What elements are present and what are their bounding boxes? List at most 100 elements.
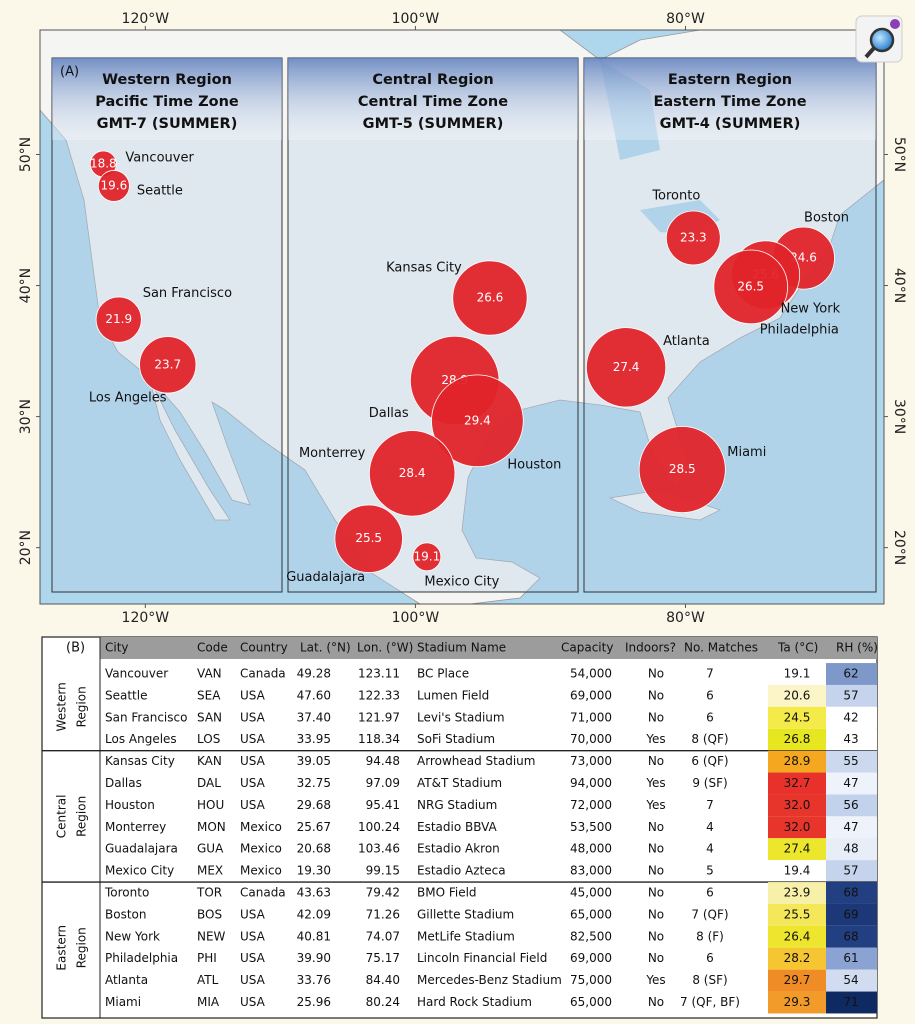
table-cell: Hard Rock Stadium	[417, 995, 532, 1009]
ta-cell	[768, 903, 826, 926]
table-cell: Guadalajara	[105, 842, 178, 856]
table-cell: 82,500	[570, 929, 612, 943]
rh-cell	[826, 663, 877, 685]
group-label: Region	[75, 796, 89, 837]
table-cell: 54	[843, 973, 858, 987]
bubble-value: 28.4	[399, 466, 426, 480]
table-cell: Lumen Field	[417, 688, 489, 702]
table-cell: USA	[240, 798, 266, 812]
region-title: Central Region	[372, 72, 493, 88]
rh-cell	[826, 750, 877, 773]
ta-cell	[768, 663, 826, 685]
table-cell: 61	[843, 951, 858, 965]
table-cell: 75,000	[570, 973, 612, 987]
table-cell: 49.28	[297, 667, 331, 681]
rh-cell	[826, 794, 877, 817]
table-cell: 7 (QF, BF)	[680, 995, 740, 1009]
city-bubble	[585, 327, 667, 408]
table-cell: PHI	[197, 951, 217, 965]
table-cell: Canada	[240, 886, 286, 900]
table-cell: No	[648, 995, 664, 1009]
table-cell: Yes	[645, 732, 665, 746]
table-cell: 47.60	[297, 688, 331, 702]
ta-cell	[768, 860, 826, 883]
city-label: Kansas City	[386, 260, 462, 275]
bubble-value: 26.5	[737, 279, 764, 293]
city-label: Atlanta	[663, 334, 710, 349]
table-cell: Estadio Azteca	[417, 864, 506, 878]
table-cell: 24.5	[784, 710, 811, 724]
table-cell: 27.4	[784, 842, 811, 856]
lat-tick-label: 50°N	[891, 137, 907, 172]
table-cell: 40.81	[297, 929, 331, 943]
table-cell: 47	[843, 820, 858, 834]
table-cell: TOR	[196, 886, 222, 900]
lon-tick-label: 120°W	[122, 11, 170, 27]
table-cell: 68	[843, 929, 858, 943]
ta-cell	[768, 969, 826, 992]
city-label: Los Angeles	[89, 390, 167, 405]
table-cell: 26.8	[784, 732, 811, 746]
table-cell: 8 (F)	[696, 929, 724, 943]
table-cell: 42	[843, 710, 858, 724]
table-cell: 123.11	[358, 667, 400, 681]
rh-cell	[826, 838, 877, 861]
table-cell: 73,000	[570, 754, 612, 768]
ta-cell	[768, 772, 826, 795]
group-label: Central	[55, 794, 69, 838]
table-cell: 65,000	[570, 907, 612, 921]
table-cell: Los Angeles	[105, 732, 177, 746]
table-cell: 71	[843, 995, 858, 1009]
region-title: Western Region	[102, 72, 232, 88]
bubble-value: 19.1	[414, 549, 441, 563]
city-label: Philadelphia	[760, 322, 839, 337]
group-label: Region	[75, 927, 89, 968]
table-cell: 42.09	[297, 907, 331, 921]
table-cell: Houston	[105, 798, 155, 812]
rh-cell	[826, 991, 877, 1014]
bubble-value: 25.5	[355, 531, 382, 545]
table-cell: 118.34	[358, 732, 400, 746]
rh-cell	[826, 772, 877, 795]
group-label: Western	[55, 682, 69, 731]
table-cell: 54,000	[570, 667, 612, 681]
table-cell: Atlanta	[105, 973, 148, 987]
rh-cell	[826, 684, 877, 707]
city-bubble	[139, 336, 197, 394]
table-cell: New York	[105, 929, 160, 943]
table-cell: 45,000	[570, 886, 612, 900]
table-cell: Levi's Stadium	[417, 710, 505, 724]
table-cell: 7 (QF)	[691, 907, 728, 921]
table-cell: 7	[706, 667, 714, 681]
table-cell: 33.76	[297, 973, 331, 987]
table-cell: BC Place	[417, 667, 469, 681]
rh-cell	[826, 947, 877, 970]
bubble-value: 19.6	[101, 178, 128, 192]
table-cell: 43.63	[297, 886, 331, 900]
table-cell: 6	[706, 886, 714, 900]
table-cell: 39.05	[297, 754, 331, 768]
table-cell: Mercedes-Benz Stadium	[417, 973, 562, 987]
table-cell: No	[648, 667, 664, 681]
ta-cell	[768, 750, 826, 773]
table-cell: 68	[843, 886, 858, 900]
table-cell: 95.41	[366, 798, 400, 812]
table-cell: 65,000	[570, 995, 612, 1009]
table-cell: Mexico	[240, 864, 282, 878]
lat-tick-label: 30°N	[18, 399, 34, 434]
city-label: Miami	[727, 445, 766, 460]
table-cell: 74.07	[366, 929, 400, 943]
table-cell: 56	[843, 798, 858, 812]
table-cell: 25.96	[297, 995, 331, 1009]
rh-cell	[826, 816, 877, 839]
table-cell: 19.4	[784, 864, 811, 878]
table-cell: 53,500	[570, 820, 612, 834]
city-label: Vancouver	[125, 150, 194, 165]
city-bubble	[665, 210, 721, 266]
region-title: GMT-7 (SUMMER)	[97, 116, 238, 132]
panel-label: (B)	[66, 641, 85, 656]
city-bubble	[95, 296, 142, 343]
column-header: Country	[240, 641, 288, 655]
table-cell: 72,000	[570, 798, 612, 812]
